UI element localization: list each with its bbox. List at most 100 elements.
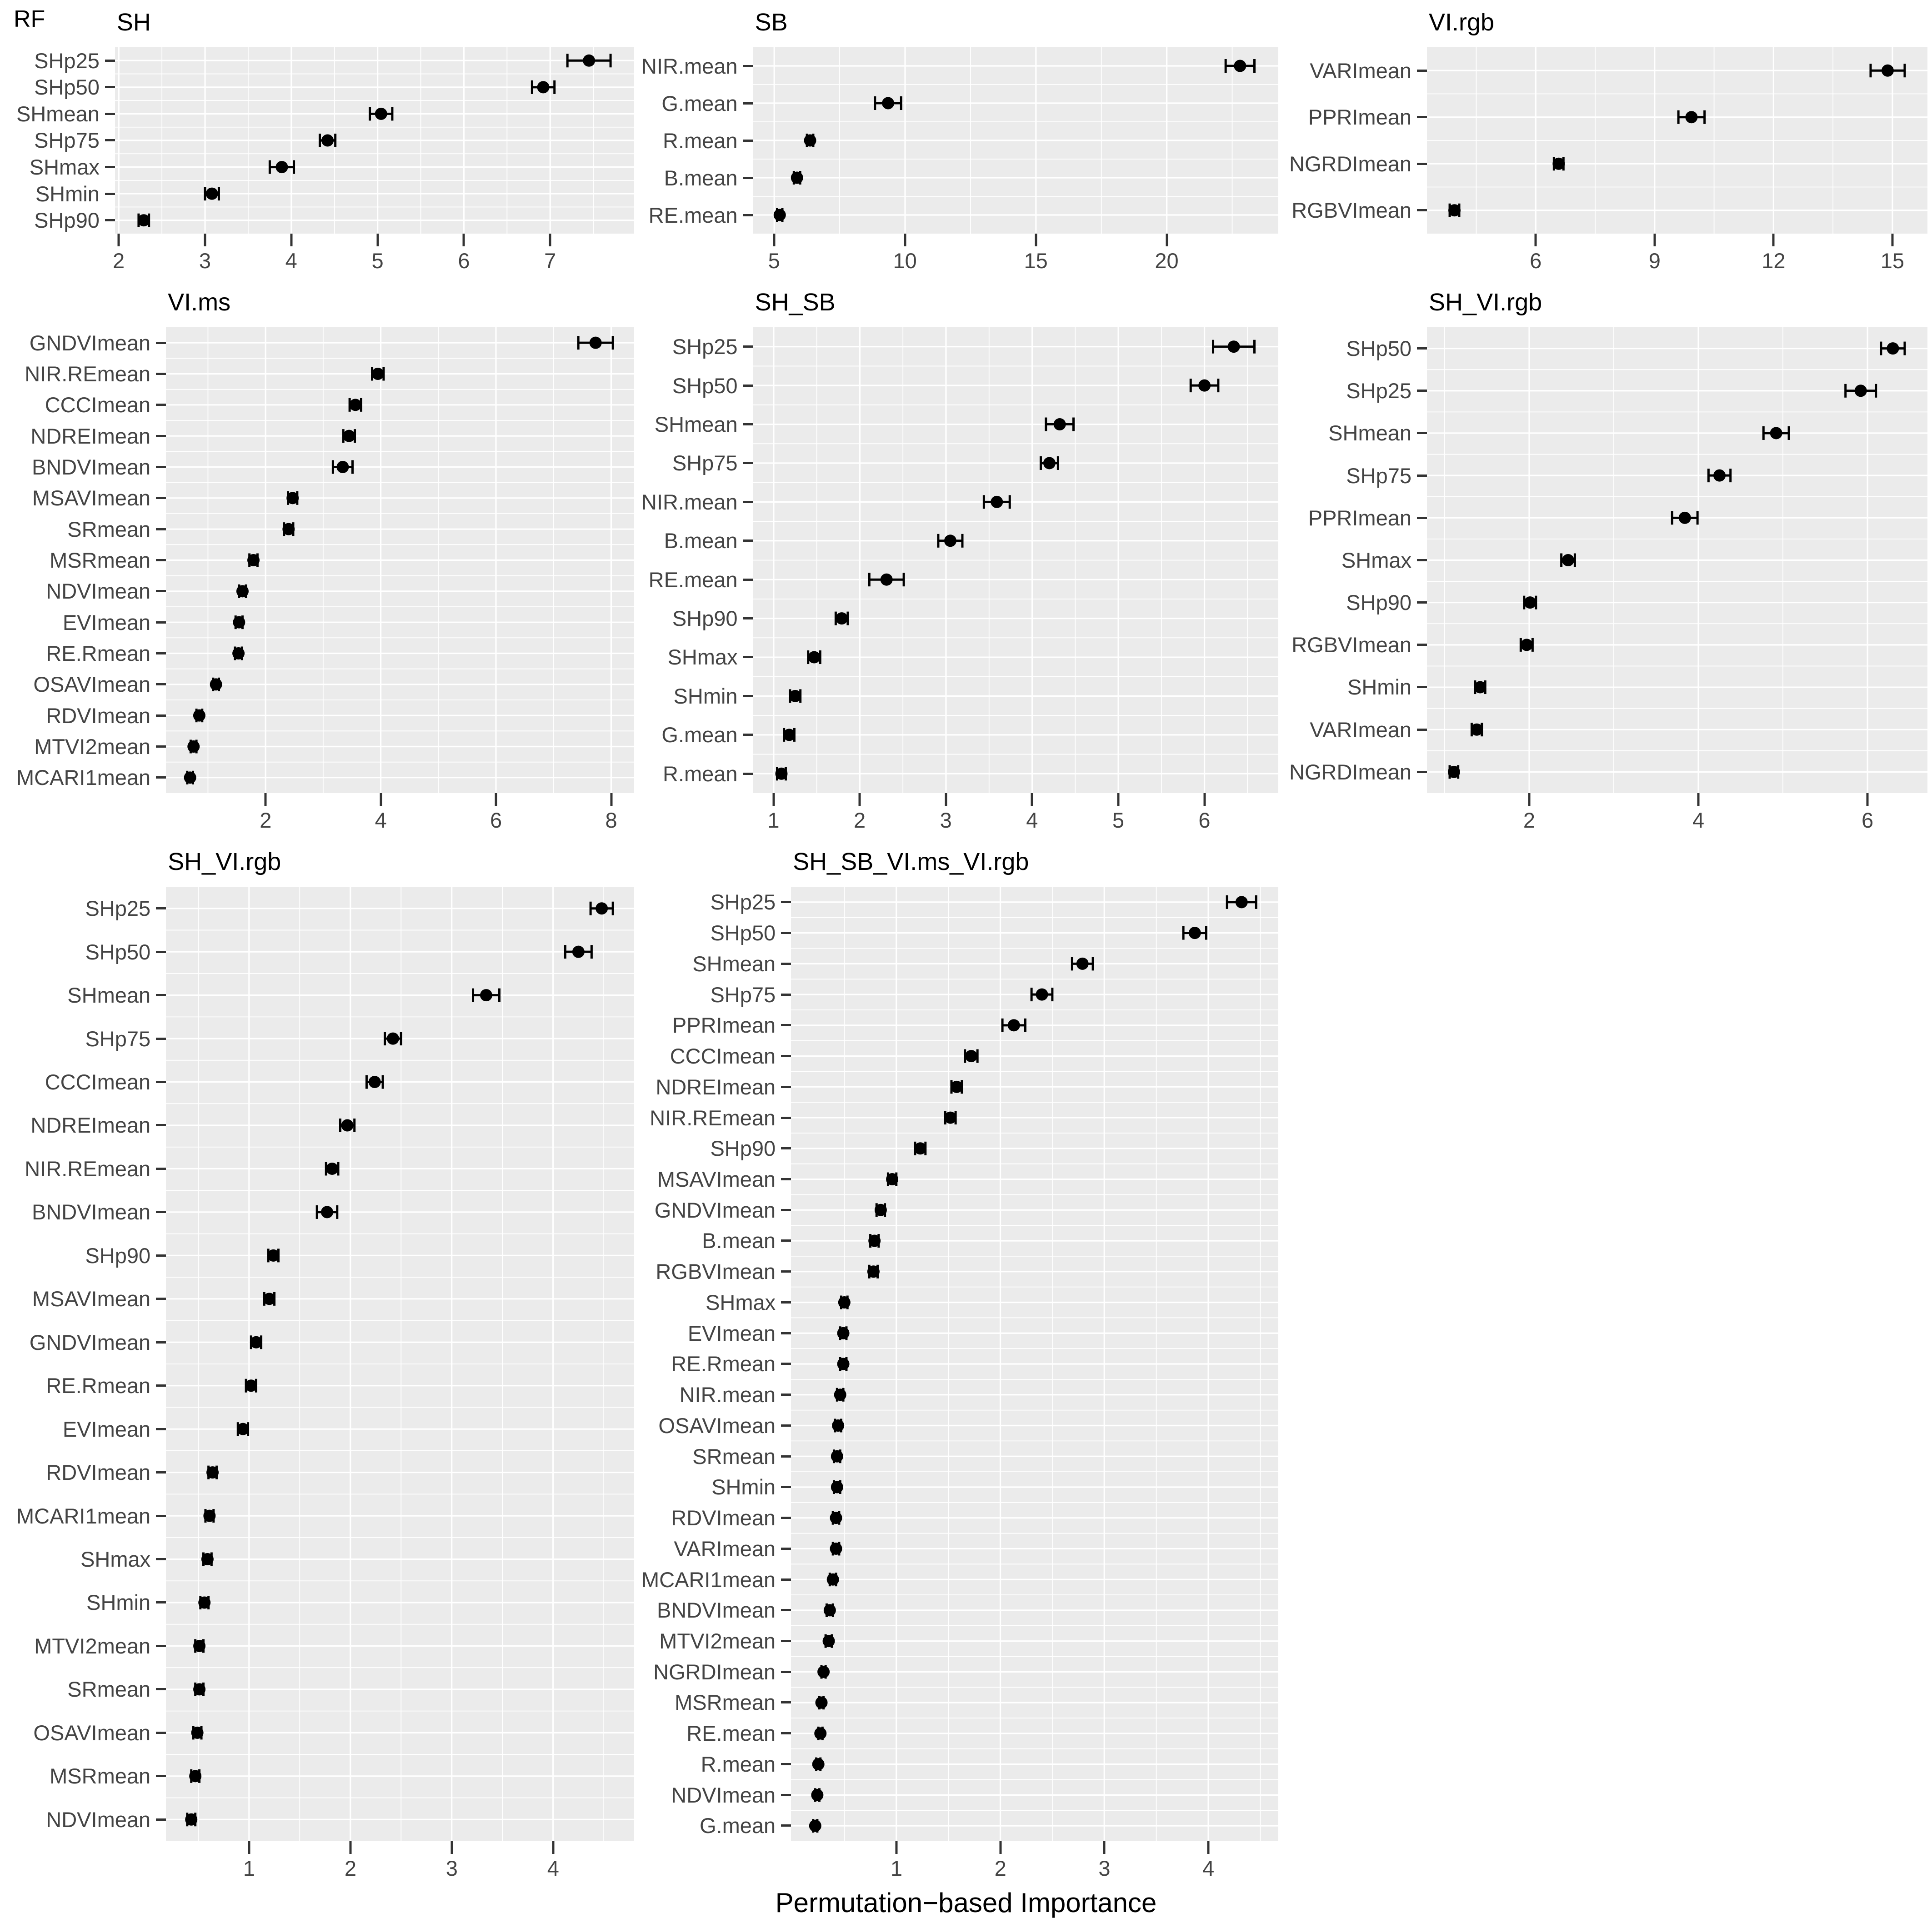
panel-SH-VI-rgb-6: SH_VI.rgb SHp25 SHp50 SHmean SHp75 CCCImean ND… bbox=[0, 845, 635, 1887]
data-point bbox=[789, 689, 801, 702]
data-point bbox=[1448, 204, 1461, 217]
data-point bbox=[1007, 1019, 1020, 1032]
y-tick-mark bbox=[1417, 347, 1427, 350]
data-point bbox=[775, 767, 788, 780]
data-point bbox=[187, 740, 200, 753]
y-axis-label: MTVI2mean bbox=[16, 731, 166, 762]
data-point bbox=[1036, 988, 1048, 1001]
y-tick-mark bbox=[743, 656, 753, 659]
y-axis-label: MSRmean bbox=[16, 544, 166, 575]
plot-area bbox=[166, 887, 635, 1841]
x-tick-mark bbox=[1117, 793, 1120, 806]
data-point bbox=[815, 1696, 828, 1709]
x-tick-label: 5 bbox=[371, 249, 384, 273]
x-tick-label: 15 bbox=[1880, 249, 1905, 273]
y-tick-mark bbox=[781, 1578, 791, 1581]
y-axis-label-text: SHmin bbox=[711, 1475, 776, 1499]
y-axis-label: SHp50 bbox=[641, 918, 791, 949]
data-point bbox=[1524, 596, 1537, 609]
x-tick-mark bbox=[1866, 793, 1869, 806]
y-axis-label-text: NIR.REmean bbox=[650, 1105, 776, 1130]
y-axis-label-text: NDREImean bbox=[30, 1113, 151, 1138]
y-axis-label-text: SHmean bbox=[16, 101, 100, 126]
y-tick-mark bbox=[156, 1471, 166, 1474]
y-tick-mark bbox=[156, 1081, 166, 1084]
panel-VI-ms-3: VI.ms GNDVImean NIR.REmean CCCImean NDREImea… bbox=[0, 285, 635, 839]
y-tick-mark bbox=[156, 1124, 166, 1127]
data-point bbox=[881, 97, 894, 110]
y-tick-mark bbox=[105, 112, 115, 115]
y-axis-label-text: SHmax bbox=[1341, 548, 1412, 572]
y-axis-label-text: GNDVImean bbox=[29, 1330, 151, 1354]
data-point bbox=[193, 1683, 206, 1696]
x-tick-label: 2 bbox=[1523, 808, 1536, 832]
data-point bbox=[282, 523, 295, 535]
data-point bbox=[233, 616, 245, 629]
y-axis-label-text: SHmax bbox=[706, 1290, 776, 1314]
x-tick-label: 4 bbox=[1692, 808, 1705, 832]
data-point bbox=[184, 771, 196, 784]
x-tick-mark bbox=[1103, 1841, 1106, 1854]
y-tick-mark bbox=[1417, 474, 1427, 477]
y-axis-label-text: SHp25 bbox=[710, 890, 776, 914]
y-tick-mark bbox=[1417, 644, 1427, 646]
y-axis-label: G.mean bbox=[641, 1810, 791, 1841]
y-tick-mark bbox=[781, 1547, 791, 1550]
x-tick-mark bbox=[772, 793, 775, 806]
y-tick-mark bbox=[781, 962, 791, 965]
y-axis-label: RDVImean bbox=[641, 1503, 791, 1533]
y-tick-mark bbox=[1417, 770, 1427, 773]
data-point bbox=[250, 1336, 263, 1349]
y-axis-label-text: MSAVImean bbox=[657, 1167, 776, 1191]
y-tick-mark bbox=[781, 1455, 791, 1458]
y-tick-mark bbox=[156, 341, 166, 344]
y-axis-labels: GNDVImean NIR.REmean CCCImean NDREImean BNDV… bbox=[16, 327, 166, 793]
y-tick-mark bbox=[781, 1394, 791, 1396]
y-tick-mark bbox=[743, 65, 753, 67]
x-tick-mark bbox=[1207, 1841, 1210, 1854]
y-tick-mark bbox=[743, 734, 753, 736]
y-tick-mark bbox=[156, 745, 166, 748]
x-tick-mark bbox=[858, 793, 861, 806]
y-axis-label: EVImean bbox=[641, 1318, 791, 1349]
y-axis-label: GNDVImean bbox=[16, 327, 166, 358]
y-tick-mark bbox=[743, 500, 753, 503]
y-axis-label: GNDVImean bbox=[16, 1321, 166, 1364]
data-point bbox=[203, 1509, 216, 1522]
x-tick-mark bbox=[117, 234, 120, 246]
y-axis-label: SHp50 bbox=[641, 366, 753, 405]
y-axis-label: VARImean bbox=[1289, 709, 1427, 751]
y-tick-mark bbox=[105, 86, 115, 89]
y-axis-label-text: CCCImean bbox=[45, 1070, 151, 1094]
data-point bbox=[834, 1389, 846, 1401]
y-axis-label-text: NDREImean bbox=[30, 424, 151, 448]
x-tick-label: 9 bbox=[1648, 249, 1661, 273]
y-axis-label-text: SHmean bbox=[692, 951, 776, 976]
data-point bbox=[1043, 457, 1056, 470]
y-axis-labels: NIR.mean G.mean R.mean B.mean RE.mean bbox=[641, 47, 753, 234]
y-axis-label: NIR.REmean bbox=[641, 1102, 791, 1133]
y-axis-label-text: SHmean bbox=[654, 412, 738, 437]
y-tick-mark bbox=[156, 1384, 166, 1387]
y-tick-mark bbox=[781, 1270, 791, 1273]
y-axis-label: RE.mean bbox=[641, 1718, 791, 1749]
y-tick-mark bbox=[743, 102, 753, 105]
panel-svg bbox=[1427, 327, 1928, 793]
data-point bbox=[1188, 927, 1201, 939]
y-axis-label: PPRImean bbox=[641, 1010, 791, 1041]
x-tick-label: 3 bbox=[445, 1856, 458, 1880]
y-tick-mark bbox=[156, 404, 166, 406]
y-axis-label: MSAVImean bbox=[641, 1164, 791, 1195]
y-axis-label-text: SHmin bbox=[1347, 675, 1412, 699]
plot-area bbox=[753, 47, 1278, 234]
x-tick-label: 3 bbox=[940, 808, 952, 832]
y-axis-label-text: NIR.mean bbox=[641, 489, 738, 514]
y-tick-mark bbox=[743, 176, 753, 179]
data-point bbox=[837, 1327, 850, 1339]
y-axis-label-text: RE.mean bbox=[686, 1721, 776, 1746]
x-tick-mark bbox=[1166, 234, 1168, 246]
y-axis-label-text: MSAVImean bbox=[32, 486, 151, 510]
y-tick-mark bbox=[105, 219, 115, 222]
x-tick-label: 12 bbox=[1762, 249, 1786, 273]
y-axis-label-text: SHmax bbox=[29, 155, 100, 180]
